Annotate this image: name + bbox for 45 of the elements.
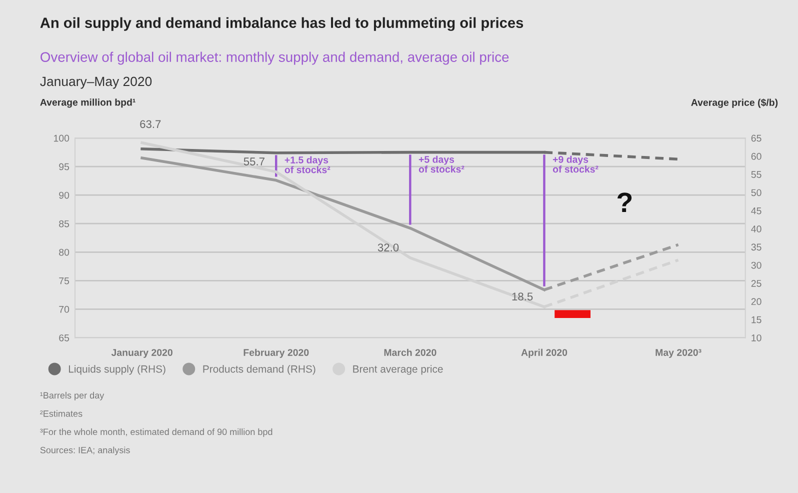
data-label: 55.7 — [244, 158, 264, 166]
legend-label: Brent average price — [353, 365, 443, 375]
y2-tick-label: 40 — [751, 226, 762, 232]
chart-subtitle: Overview of global oil market: monthly supply and demand, average oil price — [40, 52, 509, 65]
annotation: +9 days of stocks² — [552, 156, 598, 173]
y2-axis-title: Average price ($/b) — [691, 98, 778, 108]
y-tick-label: 85 — [59, 220, 70, 228]
x-tick-label: January 2020 — [111, 349, 172, 358]
annotation: +5 days of stocks² — [418, 156, 464, 173]
y-axis-title: Average million bpd¹ — [40, 98, 136, 108]
x-tick-label: May 2020³ — [656, 349, 702, 358]
y2-tick-label: 30 — [751, 262, 762, 269]
x-tick-label: April 2020 — [521, 348, 568, 358]
y2-tick-label: 65 — [751, 134, 762, 142]
y2-tick-label: 55 — [751, 171, 762, 178]
data-label: 18.5 — [512, 292, 533, 300]
y-tick-label: 80 — [59, 248, 70, 256]
y2-tick-label: 60 — [751, 152, 762, 160]
y2-tick-label: 15 — [752, 316, 762, 324]
legend-label: Products demand (RHS) — [203, 365, 316, 375]
y2-tick-label: 35 — [751, 244, 762, 251]
annotation: +1.5 days of stocks² — [284, 156, 330, 174]
source-note: Sources: IEA; analysis — [40, 446, 130, 456]
y2-tick-label: 10 — [752, 334, 762, 342]
text: ¹Barrels per day — [40, 392, 104, 400]
y2-tick-label: 45 — [751, 207, 762, 214]
annotation: ? — [617, 192, 632, 212]
chart-title: An oil supply and demand imbalance has led to plummeting oil prices — [40, 17, 524, 31]
legend-label: Liquids supply (RHS) — [68, 365, 166, 375]
y-tick-label: 65 — [59, 334, 70, 342]
data-label: 63.7 — [140, 120, 161, 128]
y-tick-label: 70 — [59, 306, 70, 313]
y-tick-label: 95 — [59, 163, 70, 170]
y-tick-label: 100 — [54, 134, 70, 142]
text: ²Estimates — [40, 410, 82, 417]
y2-tick-label: 25 — [751, 280, 762, 287]
text: January–May 2020 — [40, 76, 152, 89]
y-tick-label: 90 — [59, 192, 70, 199]
data-label: 32.0 — [378, 244, 399, 252]
y2-tick-label: 50 — [751, 189, 762, 196]
x-tick-label: February 2020 — [244, 348, 309, 358]
y2-tick-label: 20 — [751, 298, 762, 306]
x-tick-label: March 2020 — [384, 348, 436, 356]
text: ³For the whole month, estimated demand of 90 million bpd — [40, 428, 272, 437]
y-tick-label: 75 — [59, 277, 70, 284]
